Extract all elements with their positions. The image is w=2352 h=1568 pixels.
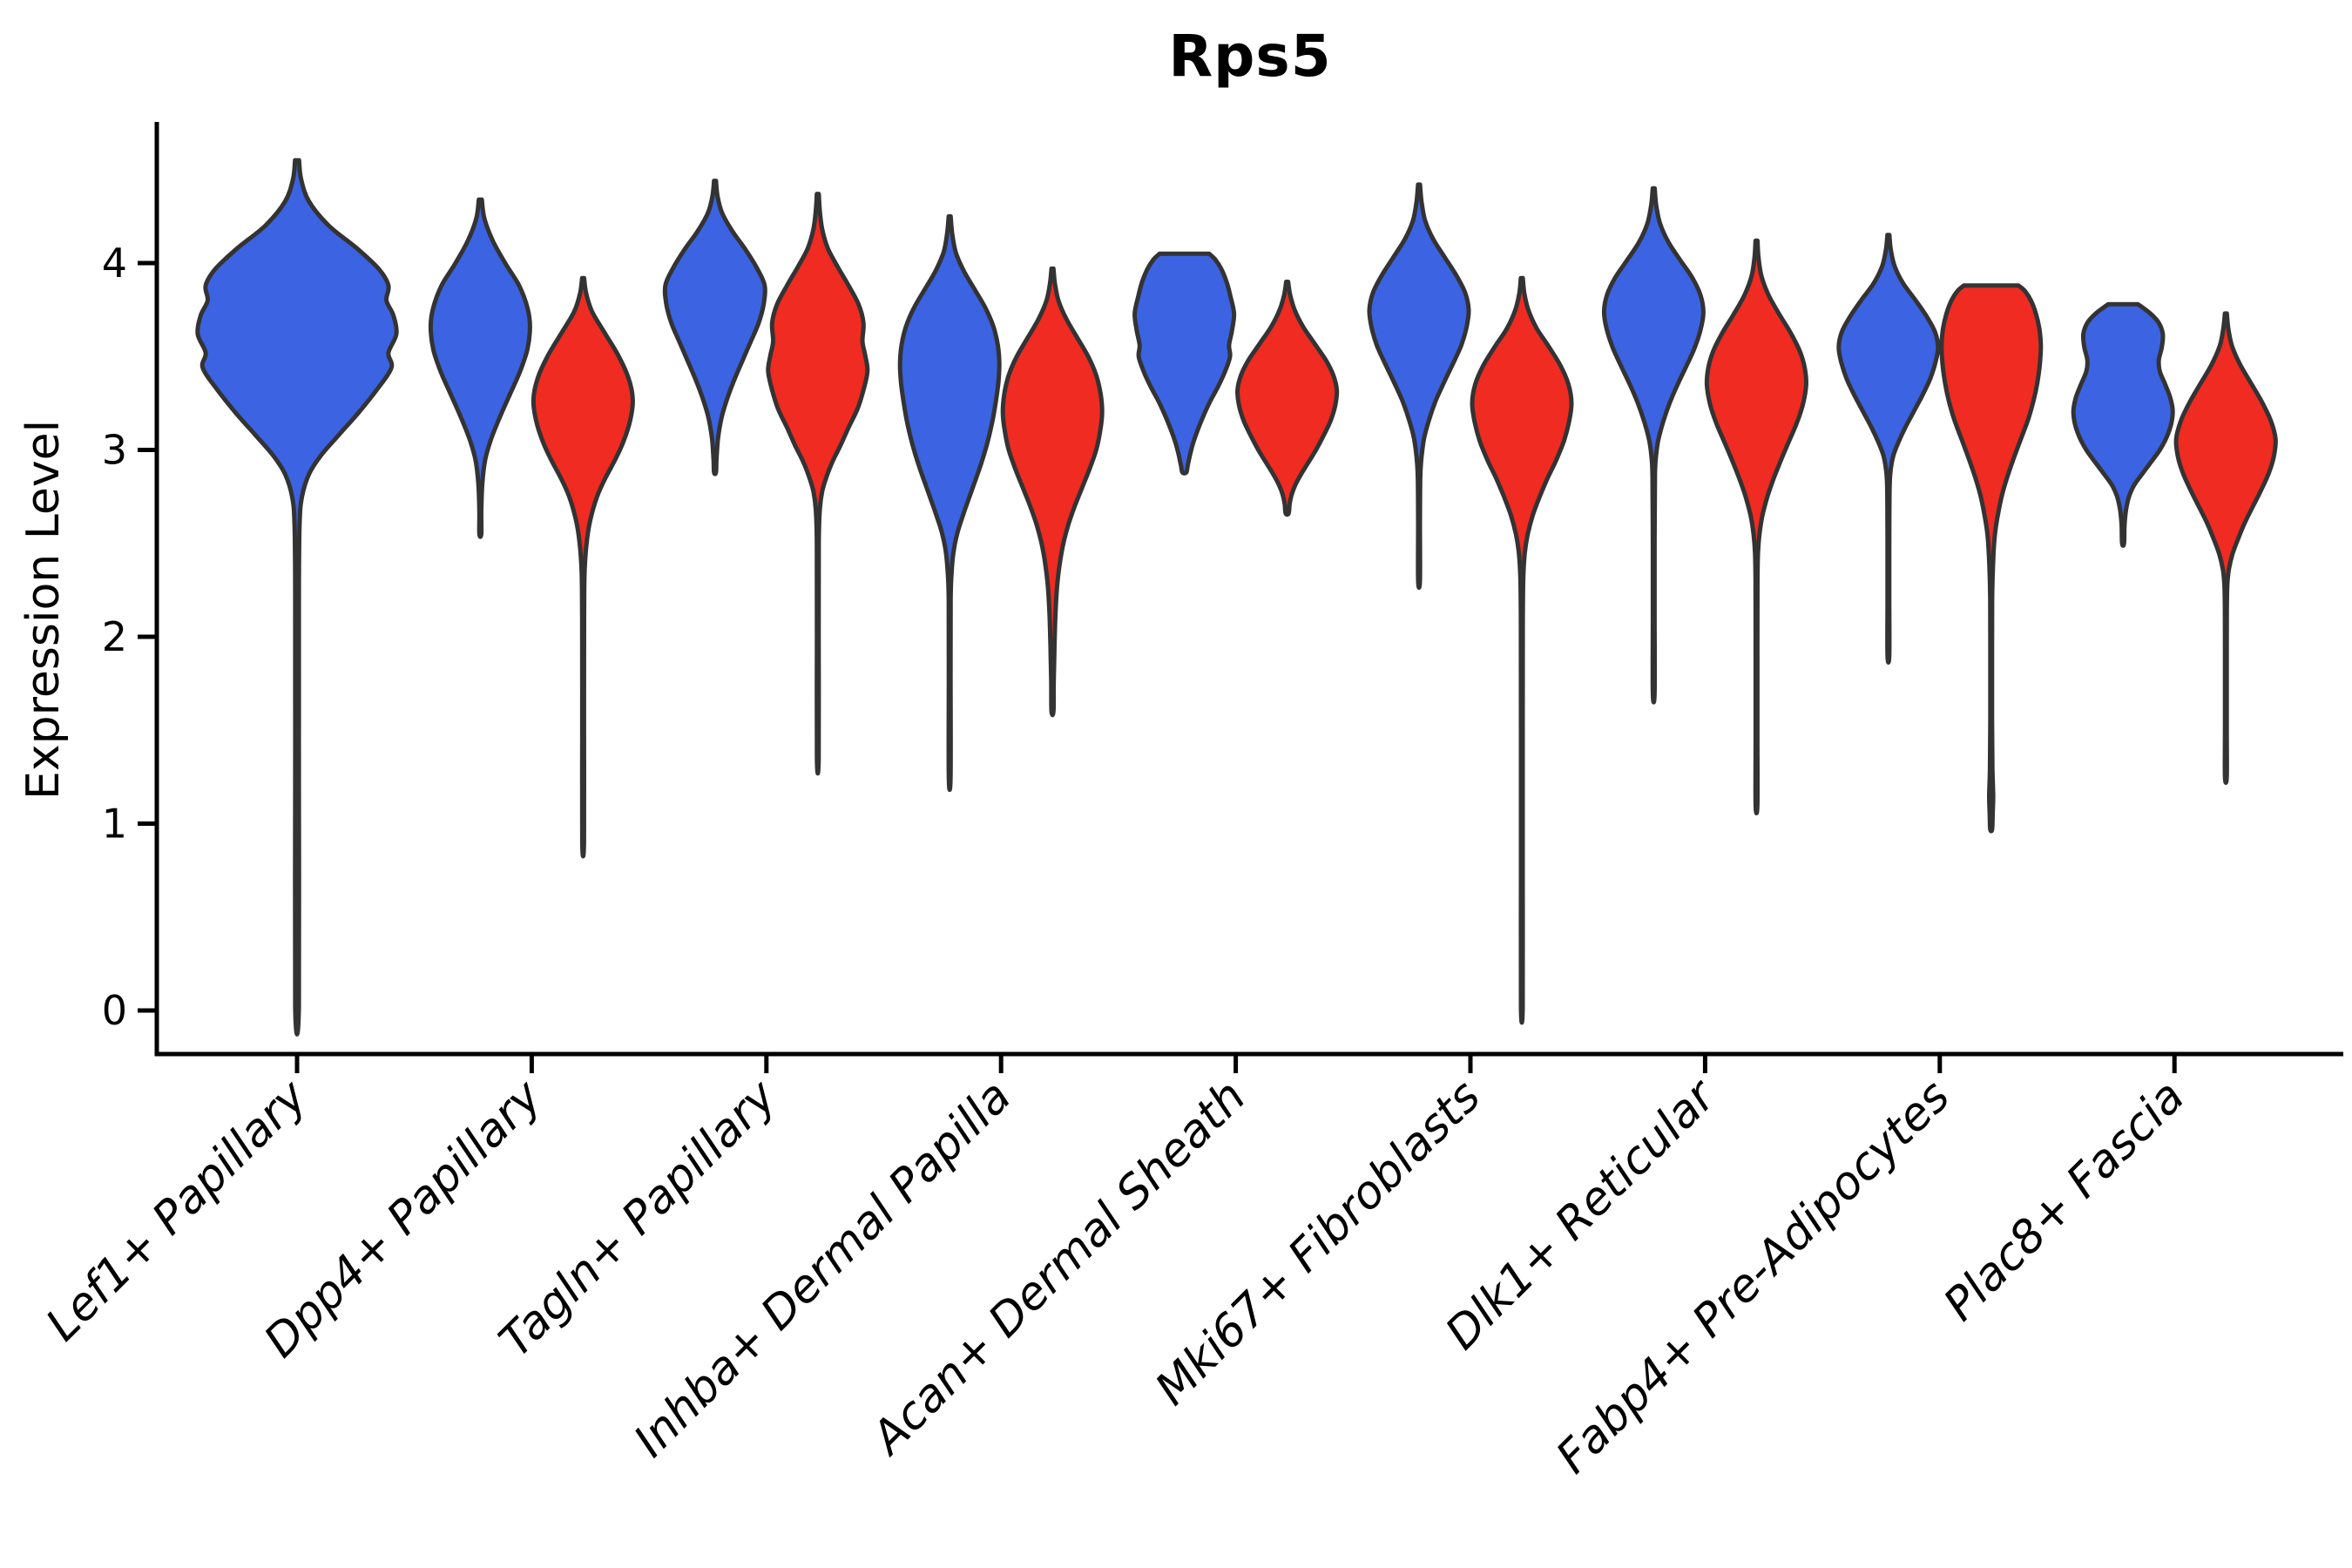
violin-tagln-papillary-blue xyxy=(662,179,767,476)
violin-mki67-fibroblasts-red xyxy=(1470,275,1574,1025)
violin-dlk1-reticular-red xyxy=(1704,238,1808,815)
violin-mki67-fibroblasts-blue xyxy=(1367,182,1471,591)
y-tick-label-1: 1 xyxy=(102,801,127,848)
violin-dpp4-papillary-red xyxy=(531,275,635,859)
violin-dpp4-papillary-blue xyxy=(428,197,532,539)
y-tick-label-2: 2 xyxy=(102,613,127,660)
violin-fabp4-pre-adipocytes-blue xyxy=(1836,233,1941,666)
violin-fabp4-pre-adipocytes-red xyxy=(1939,283,2044,834)
x-tick-label-plac8-fascia: Plac8+ Fascia xyxy=(1934,1071,2194,1331)
chart-title: Rps5 xyxy=(1168,23,1332,90)
violin-plac8-fascia-blue xyxy=(2071,301,2175,548)
violin-inhba-dermal-papilla-blue xyxy=(897,213,1002,793)
violin-lef1-papillary-blue xyxy=(195,158,399,1037)
y-axis-label: Expression Level xyxy=(17,419,70,801)
x-tick-label-inhba-dermal-papilla: Inhba+ Dermal Papilla xyxy=(625,1071,1022,1468)
violin-plac8-fascia-red xyxy=(2173,311,2278,786)
violin-acan-dermal-sheath-red xyxy=(1235,280,1340,517)
y-tick-label-4: 4 xyxy=(102,240,127,287)
axes-spines xyxy=(154,122,2343,1057)
violin-tagln-papillary-red xyxy=(766,192,870,776)
violin-acan-dermal-sheath-blue xyxy=(1132,251,1237,476)
x-tick-label-acan-dermal-sheath: Acan+ Dermal Sheath xyxy=(861,1071,1256,1466)
x-tick-label-fabp4-pre-adipocytes: Fabp4+ Pre-Adipocytes xyxy=(1546,1071,1960,1484)
y-tick-label-3: 3 xyxy=(102,427,127,474)
violin-dlk1-reticular-blue xyxy=(1601,186,1706,705)
y-tick-label-0: 0 xyxy=(102,987,127,1034)
violin-inhba-dermal-papilla-red xyxy=(1000,266,1105,718)
